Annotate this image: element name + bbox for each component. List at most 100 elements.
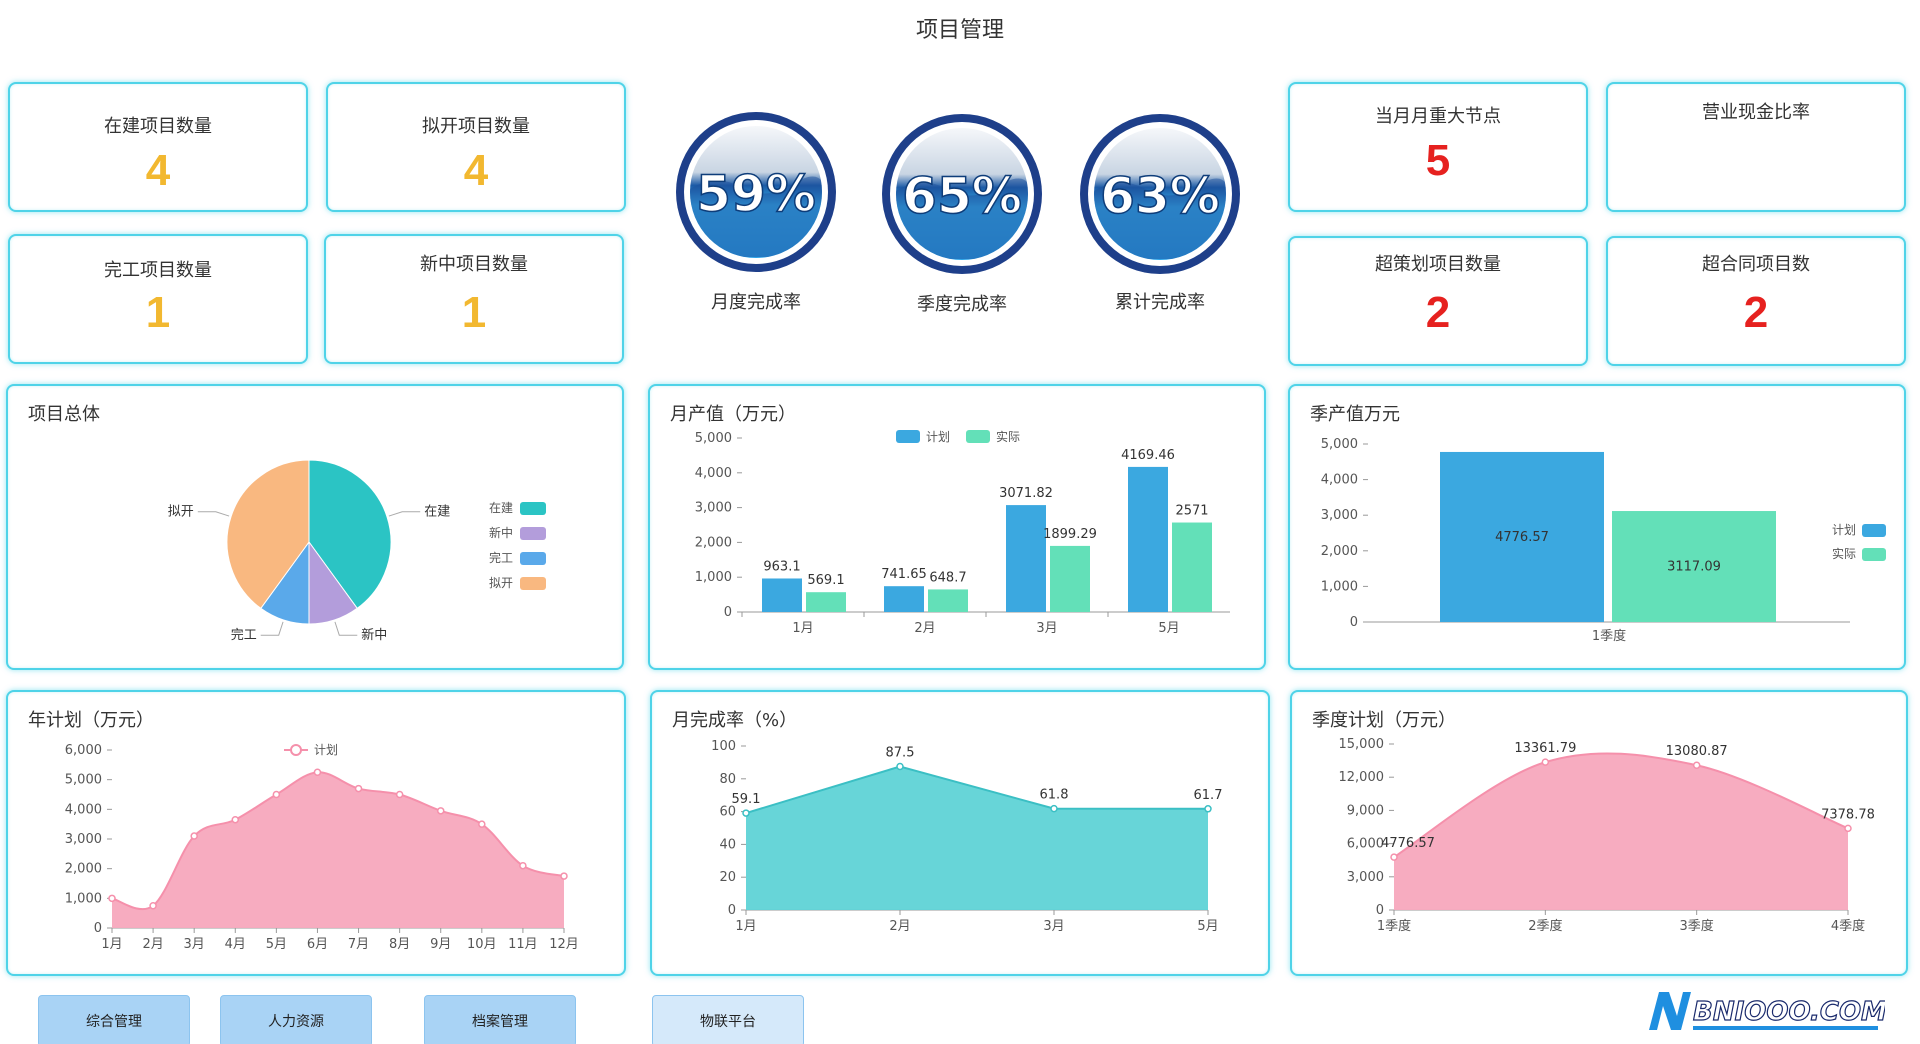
panel-annual-plan: 年计划（万元） 0 1,000 2,000 3,000 4,000 5,000 6,000 1… [6, 690, 626, 976]
y-tick-label: 3,000 [65, 832, 102, 847]
x-tick-label: 4季度 [1831, 918, 1865, 934]
panel-title: 月完成率（%） [672, 710, 798, 731]
y-tick-label: 80 [719, 772, 736, 787]
y-tick-label: 0 [1376, 903, 1384, 918]
x-tick-label: 3月 [1043, 919, 1064, 934]
legend-swatch [520, 527, 546, 540]
y-tick-label: 3,000 [1321, 508, 1358, 523]
data-point [896, 762, 904, 771]
legend-label: 完工 [489, 550, 513, 565]
panel-title: 月产值（万元） [670, 404, 796, 425]
kpi-card-milestones: 当月月重大节点 5 [1288, 82, 1588, 212]
bar [1128, 466, 1168, 612]
y-tick-label: 2,000 [1321, 544, 1358, 559]
x-tick-label: 3月 [1036, 621, 1057, 636]
panel-title: 季产值万元 [1310, 404, 1400, 425]
bar-label: 569.1 [807, 573, 844, 588]
nav-button-archive[interactable]: 档案管理 [424, 995, 576, 1044]
x-tick-label: 8月 [389, 937, 410, 952]
data-point [354, 784, 363, 793]
data-point [1204, 805, 1212, 813]
gauge-wave [690, 176, 822, 257]
nav-button-iot[interactable]: 物联平台 [652, 995, 804, 1044]
kpi-value: 1 [145, 288, 171, 337]
gauge-value: 65% [902, 167, 1022, 225]
y-tick-label: 12,000 [1339, 770, 1385, 785]
pie-label-line [197, 511, 230, 517]
gauge-value: 59% [696, 165, 816, 223]
kpi-value: 1 [461, 288, 487, 337]
area-fill [746, 766, 1208, 910]
bar [1440, 451, 1604, 622]
quarterly-output-bar-chart: 0 1,000 2,000 3,000 4,000 5,000 1季度 4776.57 3117… [1321, 437, 1886, 644]
legend-swatch [966, 430, 990, 443]
kpi-card-new-won: 新中项目数量 1 [324, 234, 624, 364]
x-tick-label: 1月 [101, 937, 122, 952]
y-tick-label: 4,000 [1321, 473, 1358, 488]
legend-swatch [1862, 524, 1886, 537]
y-tick-label: 1,000 [1321, 579, 1358, 594]
bar [806, 592, 846, 612]
x-tick-label: 1月 [792, 621, 813, 636]
site-logo: BNIOOO.COM [1649, 992, 1885, 1030]
bar-label: 3117.09 [1667, 560, 1721, 575]
y-tick-label: 6,000 [65, 743, 102, 758]
bar-label: 4776.57 [1495, 530, 1549, 545]
gauge-label: 季度完成率 [917, 294, 1007, 315]
monthly-output-bar-chart: 0 1,000 2,000 3,000 4,000 5,000 1月 963.1 569.1 2月… [695, 429, 1230, 636]
panel-project-overview: 项目总体 在建 新中 完工 拟开 在建 新中 完工 拟开 [6, 384, 624, 670]
y-tick-label: 40 [719, 837, 736, 852]
data-label: 4776.57 [1381, 836, 1435, 851]
data-point [231, 815, 240, 824]
bar-label: 2571 [1175, 504, 1208, 519]
nav-button-general[interactable]: 综合管理 [38, 995, 190, 1044]
gauge-1: 59% [676, 112, 836, 272]
data-label: 13080.87 [1666, 744, 1728, 759]
kpi-label: 当月月重大节点 [1375, 106, 1501, 127]
y-tick-label: 15,000 [1339, 737, 1385, 752]
y-tick-label: 3,000 [695, 501, 732, 516]
gauge-3: 63% [1080, 114, 1240, 274]
nav-button-hr[interactable]: 人力资源 [220, 995, 372, 1044]
data-label: 87.5 [886, 746, 915, 761]
kpi-card-in-construction: 在建项目数量 4 [8, 82, 308, 212]
y-tick-label: 0 [94, 921, 102, 936]
kpi-value: 2 [1743, 288, 1769, 337]
bar [1006, 505, 1046, 612]
kpi-value: 5 [1425, 136, 1451, 185]
x-tick-label: 10月 [467, 937, 497, 952]
pie-slice [226, 459, 310, 610]
x-tick-label: 2季度 [1528, 918, 1562, 934]
data-point [742, 809, 750, 817]
data-label: 59.1 [732, 792, 761, 807]
kpi-card-over-plan: 超策划项目数量 2 [1288, 236, 1588, 366]
kpi-card-over-contract: 超合同项目数 2 [1606, 236, 1906, 366]
x-tick-label: 9月 [430, 937, 451, 952]
bar [1612, 511, 1776, 622]
kpi-label: 超策划项目数量 [1375, 254, 1501, 275]
bar [1172, 522, 1212, 612]
y-tick-label: 0 [1350, 615, 1358, 630]
x-tick-label: 11月 [508, 937, 538, 952]
x-tick-label: 6月 [307, 937, 328, 952]
y-tick-label: 5,000 [65, 773, 102, 788]
x-tick-label: 1月 [735, 919, 756, 934]
panel-monthly-completion: 月完成率（%） 0 20 40 60 80 100 1月 2月 3月 5月 59.1 87.5 61.8… [650, 690, 1270, 976]
data-label: 61.8 [1040, 788, 1069, 803]
data-point [272, 790, 281, 799]
gauge-value: 63% [1100, 167, 1220, 225]
monthly-completion-area-chart: 0 20 40 60 80 100 1月 2月 3月 5月 59.1 87.5 61.8 61.7 [711, 739, 1223, 934]
area-line [1393, 752, 1849, 858]
legend-marker [290, 744, 302, 756]
page-title: 项目管理 [915, 18, 1004, 43]
y-tick-label: 100 [711, 739, 736, 754]
data-point [1692, 761, 1701, 769]
data-label: 61.7 [1194, 788, 1223, 803]
legend-label: 实际 [996, 429, 1020, 444]
y-tick-label: 5,000 [695, 431, 732, 446]
bar [928, 589, 968, 612]
y-tick-label: 6,000 [1347, 837, 1384, 852]
gauge-wave [1094, 178, 1226, 259]
y-tick-label: 1,000 [65, 891, 102, 906]
